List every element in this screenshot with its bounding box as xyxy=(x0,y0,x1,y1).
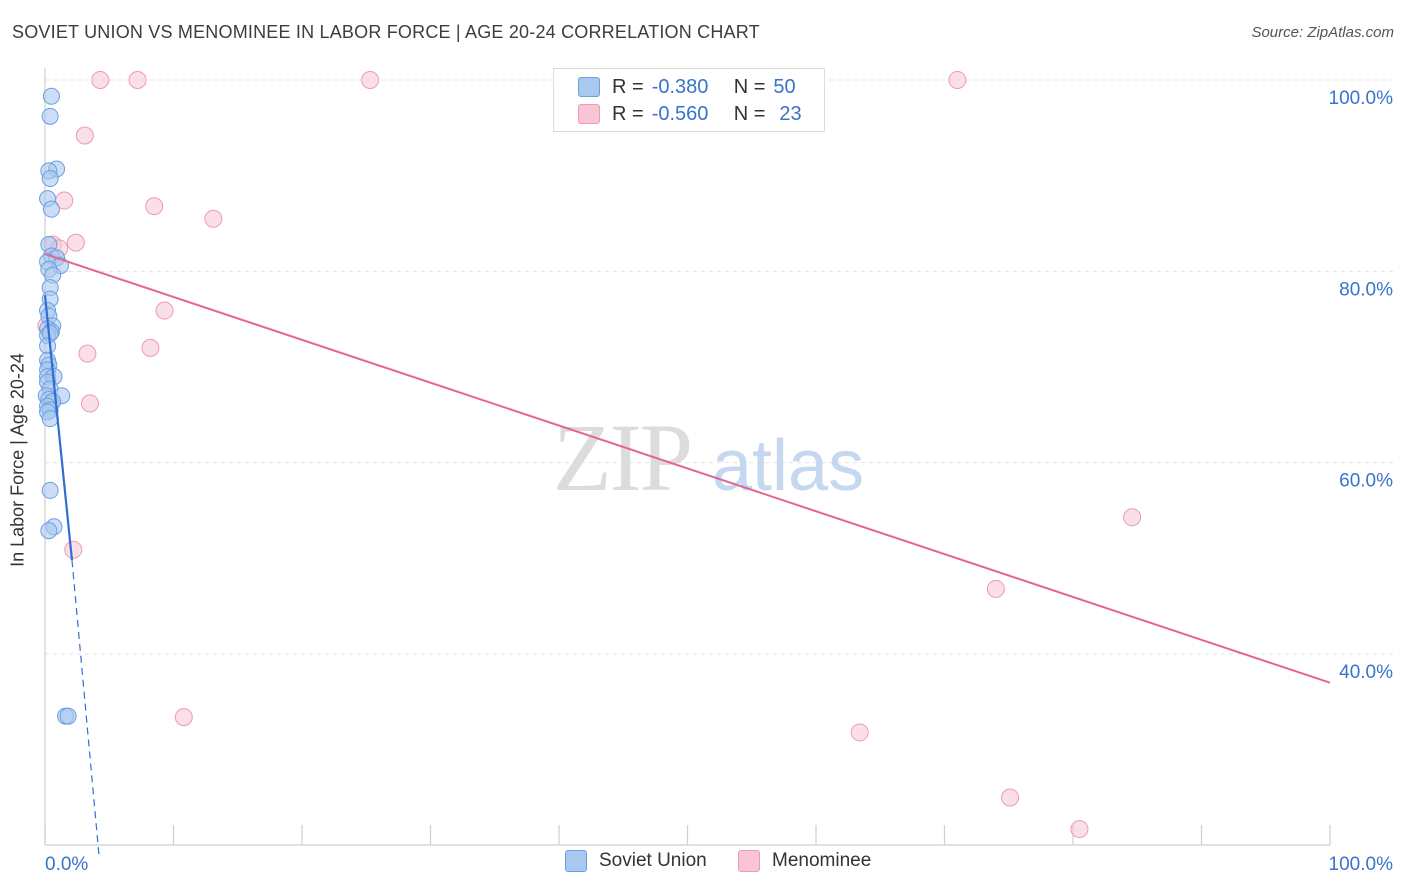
menominee-point xyxy=(64,540,83,559)
menominee-point xyxy=(361,71,380,89)
soviet-union-point xyxy=(42,200,60,218)
soviet-union-point xyxy=(59,707,77,725)
watermark: ZIP atlas xyxy=(553,404,864,511)
menominee-point xyxy=(75,126,94,145)
menominee-point xyxy=(80,394,99,413)
menominee-point xyxy=(141,338,160,357)
menominee-point xyxy=(174,708,193,727)
legend-row-menominee: R = -0.560 N = 23 xyxy=(554,101,802,127)
series-legend: Soviet Union Menominee xyxy=(0,850,1406,880)
trend-lines xyxy=(43,253,1331,855)
menominee-swatch xyxy=(578,104,600,124)
x-tick-label: 0.0% xyxy=(45,854,88,875)
soviet-union-point xyxy=(42,87,60,105)
menominee-point xyxy=(1001,788,1020,807)
correlation-legend: R = -0.380 N = 50 R = -0.560 N = 23 xyxy=(553,68,825,132)
menominee-point xyxy=(1070,820,1089,839)
menominee-point xyxy=(948,71,967,89)
soviet-union-trend-extension xyxy=(71,560,100,855)
menominee-point xyxy=(66,233,85,252)
y-tick-label: 100.0% xyxy=(1329,88,1394,109)
menominee-point xyxy=(128,71,147,89)
soviet-union-point xyxy=(41,107,59,125)
menominee-point xyxy=(204,209,223,228)
soviet-union-point xyxy=(40,522,58,540)
x-tick-label: 100.0% xyxy=(1329,854,1394,875)
legend-item-menominee: Menominee xyxy=(738,850,871,872)
menominee-point xyxy=(986,579,1005,598)
soviet-union-point xyxy=(39,337,57,355)
watermark-zip: ZIP xyxy=(553,404,691,511)
x-tick-labels: 0.0% 100.0% xyxy=(45,854,1393,875)
menominee-point xyxy=(78,344,97,363)
legend-item-soviet-union: Soviet Union xyxy=(565,850,707,872)
legend-row-soviet-union: R = -0.380 N = 50 xyxy=(554,74,796,100)
watermark-atlas: atlas xyxy=(712,426,864,506)
soviet-union-trend-line xyxy=(43,295,74,561)
y-tick-labels: 40.0% 60.0% 80.0% 100.0% xyxy=(1329,88,1394,683)
source-credit: Source: ZipAtlas.com xyxy=(1251,24,1394,41)
r-label: R = xyxy=(612,75,644,98)
menominee-point xyxy=(145,197,164,216)
soviet-union-point xyxy=(41,410,59,428)
soviet-union-swatch xyxy=(578,77,600,97)
legend-label-menominee: Menominee xyxy=(772,850,872,871)
y-tick-label: 40.0% xyxy=(1339,662,1393,683)
n-value: 23 xyxy=(779,102,802,125)
menominee-trend-line xyxy=(44,253,1331,684)
chart-title: SOVIET UNION VS MENOMINEE IN LABOR FORCE… xyxy=(12,22,760,42)
soviet-union-swatch xyxy=(565,850,587,872)
menominee-swatch xyxy=(738,850,760,872)
r-label: R = xyxy=(612,102,644,125)
r-value: -0.560 xyxy=(651,102,709,125)
menominee-point xyxy=(1123,508,1142,527)
n-label: N = xyxy=(733,102,766,125)
y-axis-label: In Labor Force | Age 20-24 xyxy=(7,353,28,567)
n-label: N = xyxy=(733,75,766,98)
menominee-point xyxy=(155,301,174,320)
soviet-union-point xyxy=(41,170,59,188)
r-value: -0.380 xyxy=(651,75,709,98)
legend-label-soviet-union: Soviet Union xyxy=(599,850,707,871)
soviet-union-point xyxy=(41,481,59,499)
menominee-point xyxy=(91,71,110,89)
menominee-point xyxy=(850,723,869,742)
grid-lines xyxy=(45,79,1395,655)
y-tick-label: 80.0% xyxy=(1339,279,1393,300)
y-tick-label: 60.0% xyxy=(1339,471,1393,492)
n-value: 50 xyxy=(773,75,796,98)
